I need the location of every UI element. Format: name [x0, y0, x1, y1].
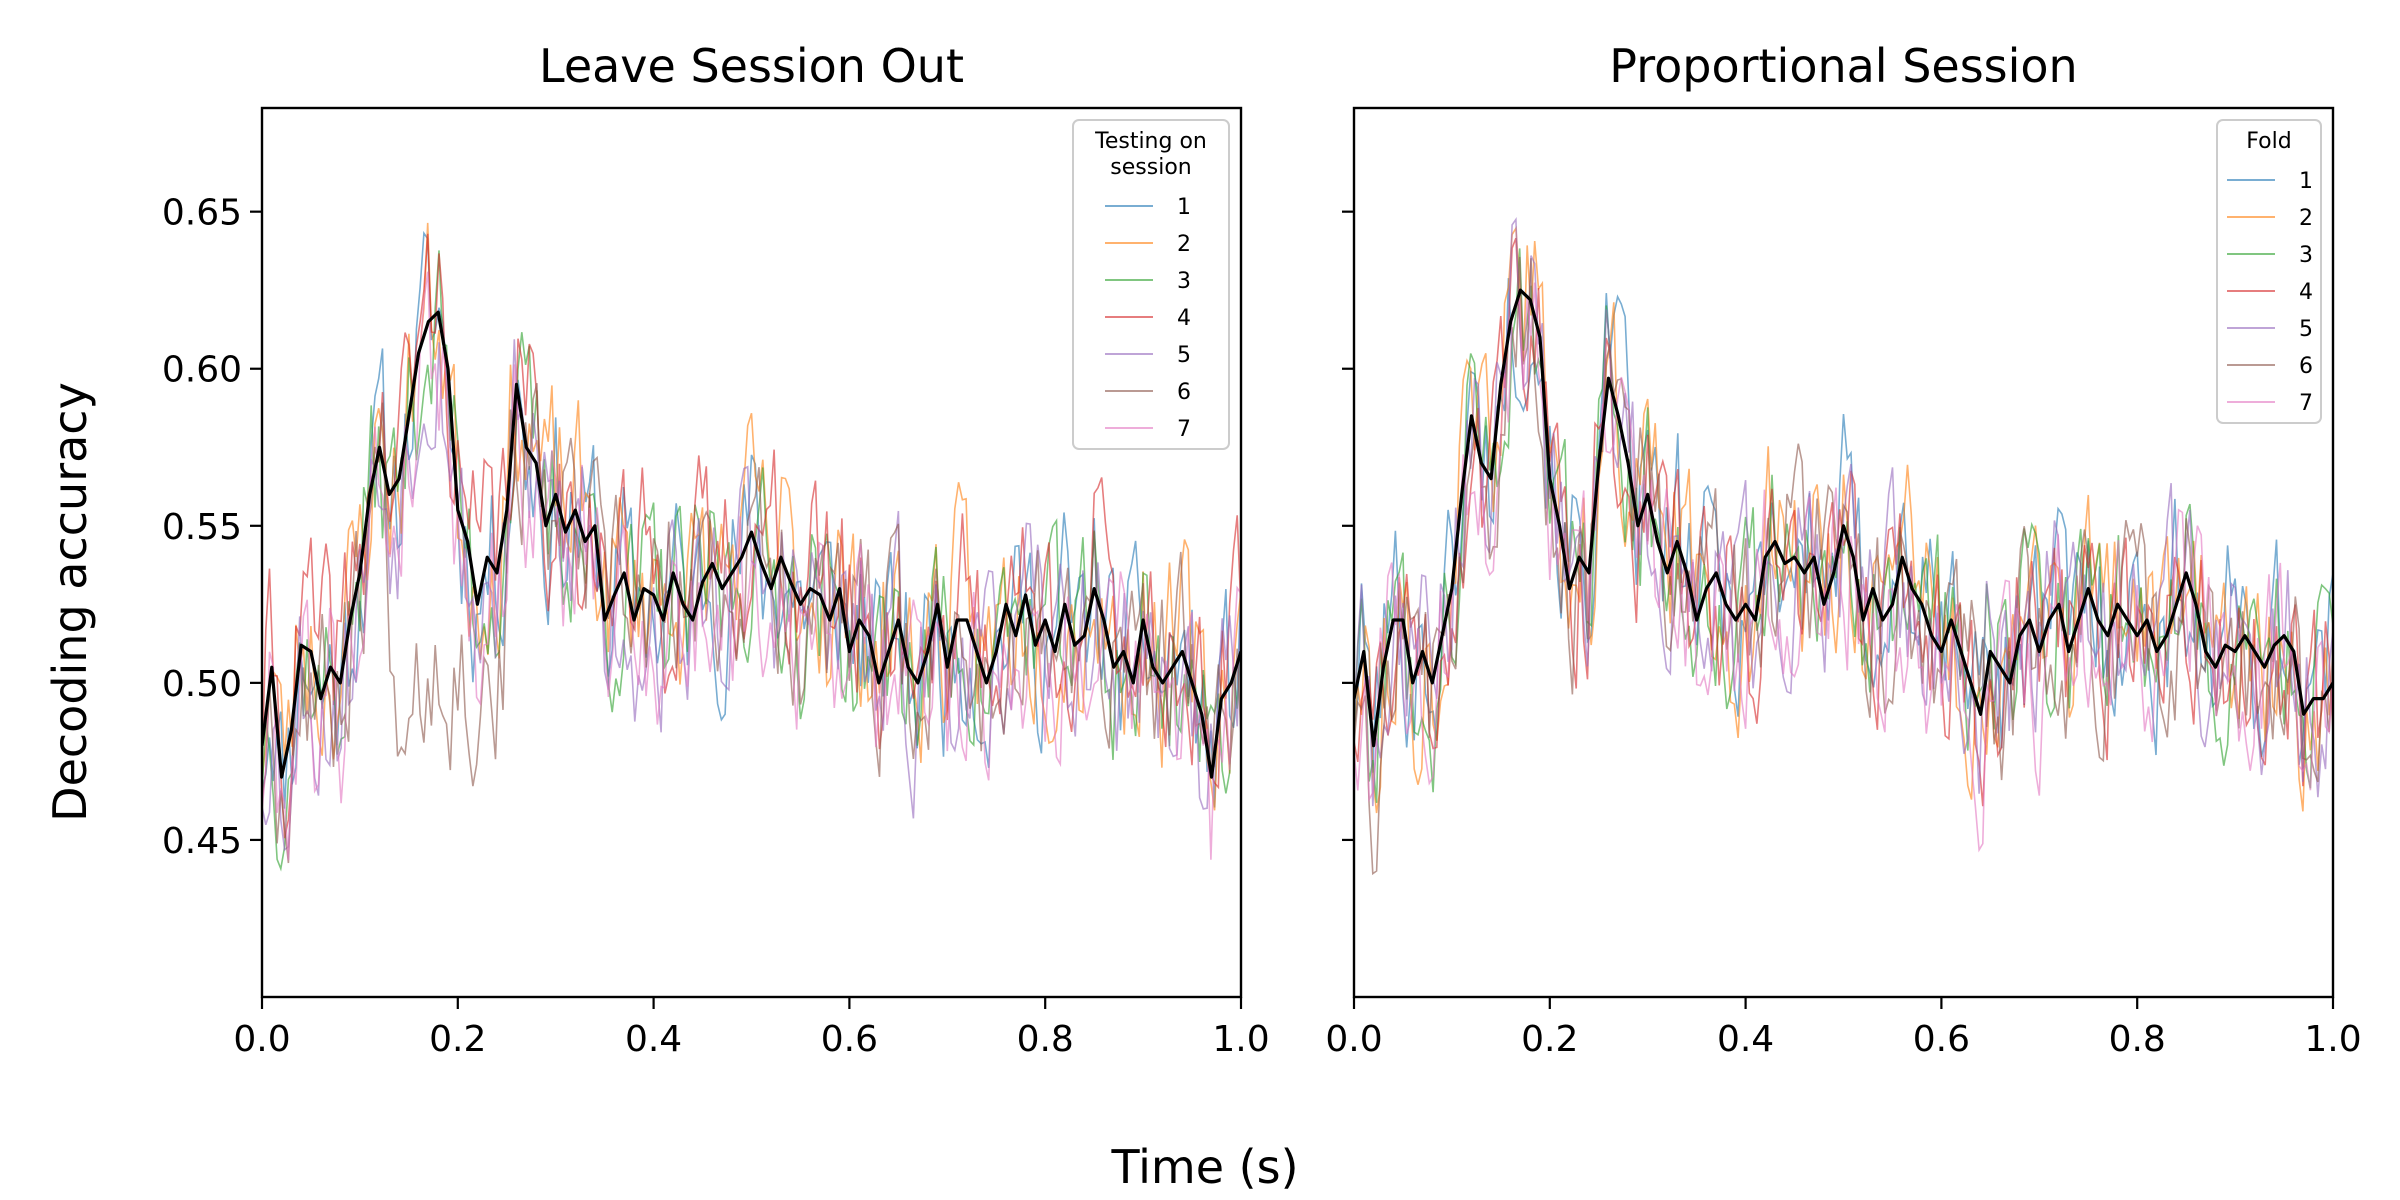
- legend-label: 2: [2299, 206, 2313, 231]
- legend-label: 1: [2299, 169, 2313, 194]
- legend-label: 3: [1177, 269, 1191, 294]
- legend-title: Testing on session: [1094, 129, 1207, 180]
- panel-title: Leave Session Out: [539, 39, 964, 93]
- legend: Testing on session 1 2 3 4 5 6 7: [1072, 119, 1230, 450]
- legend-label: 4: [1177, 306, 1191, 331]
- legend-label: 7: [2299, 391, 2313, 416]
- legend-label: 6: [2299, 354, 2313, 379]
- legend-box: [2216, 119, 2322, 424]
- legend-label: 3: [2299, 243, 2313, 268]
- series-line-3: [1354, 248, 2333, 803]
- figure-ylabel: Decoding accuracy: [43, 382, 97, 822]
- legend-label: 5: [1177, 343, 1191, 368]
- axes-frame: [1352, 106, 2335, 999]
- axes-frame: [260, 106, 1243, 999]
- series-lines: [1354, 216, 2333, 876]
- y-tick-label: 0.45: [162, 821, 242, 862]
- legend-label: 6: [1177, 380, 1191, 405]
- legend-label: 7: [1177, 417, 1191, 442]
- legend-label: 4: [2299, 280, 2313, 305]
- legend-label: 2: [1177, 232, 1191, 257]
- x-tick-label: 0.0: [233, 1019, 290, 1060]
- legend-label: 5: [2299, 317, 2313, 342]
- figure-xlabel: Time (s): [1110, 1140, 1298, 1194]
- series-line-1: [262, 230, 1241, 809]
- mean-line: [262, 310, 1241, 779]
- x-tick-label: 0.4: [625, 1019, 682, 1060]
- series-line-7: [1354, 282, 2333, 853]
- legend-label: 1: [1177, 195, 1191, 220]
- series-lines: [262, 222, 1241, 872]
- x-tick-label: 0.2: [1521, 1019, 1578, 1060]
- x-tick-label: 0.8: [2109, 1019, 2166, 1060]
- mean-line: [1354, 288, 2333, 748]
- x-tick-label: 1.0: [2304, 1019, 2361, 1060]
- x-tick-label: 0.2: [429, 1019, 486, 1060]
- y-tick-label: 0.65: [162, 193, 242, 234]
- x-tick-label: 0.6: [821, 1019, 878, 1060]
- series-line-3: [262, 250, 1241, 872]
- x-tick-label: 1.0: [1212, 1019, 1269, 1060]
- panel-1: Leave Session Out 0.0 0.2 0.4 0.6 0.8 1.0 0.45 0…: [162, 39, 1270, 1060]
- y-tick-label: 0.55: [162, 507, 242, 548]
- legend-box: [1072, 119, 1230, 450]
- series-line-7: [262, 271, 1241, 861]
- x-tick-label: 0.8: [1017, 1019, 1074, 1060]
- y-tick-label: 0.60: [162, 350, 242, 391]
- panel-title: Proportional Session: [1609, 39, 2077, 93]
- x-tick-label: 0.6: [1913, 1019, 1970, 1060]
- series-line-5: [1354, 216, 2333, 807]
- panel-2: Proportional Session 0.0 0.2 0.4 0.6 0.8 1.0 Fo…: [1325, 39, 2361, 1060]
- y-tick-label: 0.50: [162, 664, 242, 705]
- series-line-6: [1354, 256, 2333, 876]
- legend: Fold 1 2 3 4 5 6 7: [2216, 119, 2322, 424]
- legend-title: Fold: [2246, 129, 2291, 154]
- x-tick-label: 0.4: [1717, 1019, 1774, 1060]
- x-tick-label: 0.0: [1325, 1019, 1382, 1060]
